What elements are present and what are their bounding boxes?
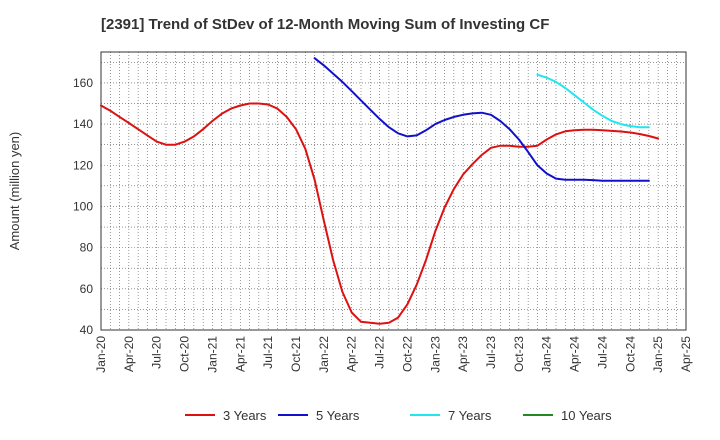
y-tick-label: 80 — [80, 241, 94, 255]
x-tick-label: Oct-23 — [512, 336, 526, 372]
x-tick-label: Oct-22 — [400, 336, 414, 372]
series-line-3-years — [100, 102, 660, 325]
x-tick-label: Apr-23 — [456, 336, 470, 372]
x-tick-label: Apr-25 — [679, 336, 693, 372]
legend-label: 5 Years — [316, 408, 360, 423]
x-tick-label: Jul-20 — [150, 336, 164, 369]
legend-label: 7 Years — [448, 408, 492, 423]
y-tick-label: 100 — [73, 199, 93, 213]
y-tick-label: 60 — [80, 282, 94, 296]
legend-label: 10 Years — [561, 408, 612, 423]
x-tick-label: Jan-22 — [317, 336, 331, 373]
x-tick-label: Jul-21 — [261, 336, 275, 369]
x-tick-label: Oct-21 — [289, 336, 303, 372]
x-tick-label: Jan-20 — [94, 336, 108, 373]
legend: 3 Years 5 Years 7 Years 10 Years — [185, 408, 612, 423]
plot-frame — [100, 51, 687, 331]
x-tick-label: Jan-21 — [205, 336, 219, 373]
x-tick-label: Apr-21 — [233, 336, 247, 372]
x-tick-label: Jan-23 — [428, 336, 442, 373]
x-tick-label: Jul-22 — [373, 336, 387, 369]
series-line-7-years — [536, 73, 650, 129]
x-tick-label: Oct-20 — [178, 336, 192, 372]
x-tick-label: Apr-22 — [345, 336, 359, 372]
x-tick-label: Jan-25 — [651, 336, 665, 373]
plot-area: 40 60 80 100 120 140 160 Jan-20 Apr-20 Jul-20 Oct-… — [73, 51, 693, 373]
series-line-5-years — [313, 57, 650, 182]
chart-title: [2391] Trend of StDev of 12-Month Moving… — [101, 16, 549, 33]
y-tick-label: 140 — [73, 117, 93, 131]
legend-label: 3 Years — [223, 408, 267, 423]
x-tick-label: Apr-24 — [568, 336, 582, 372]
x-tick-label: Jul-23 — [484, 336, 498, 369]
y-tick-label: 160 — [73, 76, 93, 90]
x-tick-label: Apr-20 — [122, 336, 136, 372]
y-tick-label: 40 — [80, 323, 94, 337]
x-tick-label: Jul-24 — [595, 336, 609, 369]
y-tick-label: 120 — [73, 158, 93, 172]
x-tick-label: Oct-24 — [623, 336, 637, 372]
y-axis-label: Amount (million yen) — [7, 132, 22, 251]
plot-background — [101, 52, 686, 330]
x-tick-label: Jan-24 — [540, 336, 554, 373]
